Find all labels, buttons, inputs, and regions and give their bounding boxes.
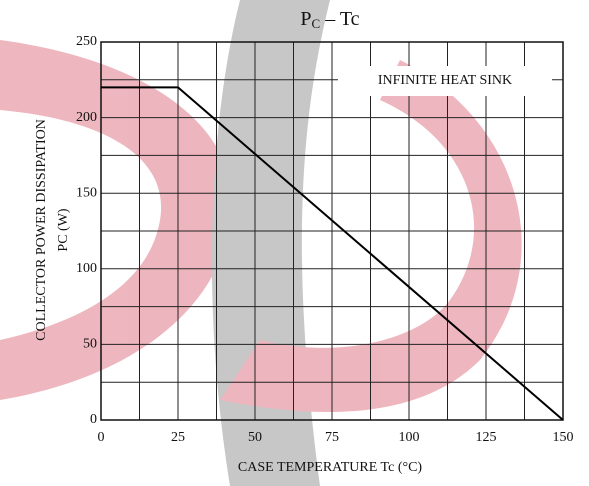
x-tick-label: 150: [553, 430, 574, 445]
title-rest: – Tc: [320, 8, 359, 30]
y-tick-label: 50: [83, 337, 97, 352]
x-tick-label: 25: [171, 430, 185, 445]
y-tick-label: 200: [76, 110, 97, 125]
data-line: [101, 86, 564, 421]
y-tick-label: 0: [90, 412, 97, 427]
chart-title: PC – Tc: [300, 8, 359, 31]
y-tick-label: 100: [76, 261, 97, 276]
x-tick-label: 75: [325, 430, 339, 445]
x-tick-label: 125: [476, 430, 497, 445]
x-tick-label: 100: [399, 430, 420, 445]
x-axis-label: CASE TEMPERATURE Tc (°C): [238, 460, 423, 475]
annotation: INFINITE HEAT SINK: [378, 73, 512, 88]
y-tick-label: 250: [76, 34, 97, 49]
annotation-box: [338, 66, 552, 96]
title-main: P: [300, 8, 311, 30]
watermark: [0, 0, 522, 486]
y-tick-label: 150: [76, 185, 97, 200]
y-axis-label: PC (W): [56, 208, 71, 252]
title-sub: C: [312, 16, 321, 31]
plot-frame: [100, 41, 564, 421]
x-tick-label: 50: [248, 430, 262, 445]
y-axis-label: COLLECTOR POWER DISSIPATION: [34, 119, 49, 341]
x-tick-label: 0: [98, 430, 105, 445]
